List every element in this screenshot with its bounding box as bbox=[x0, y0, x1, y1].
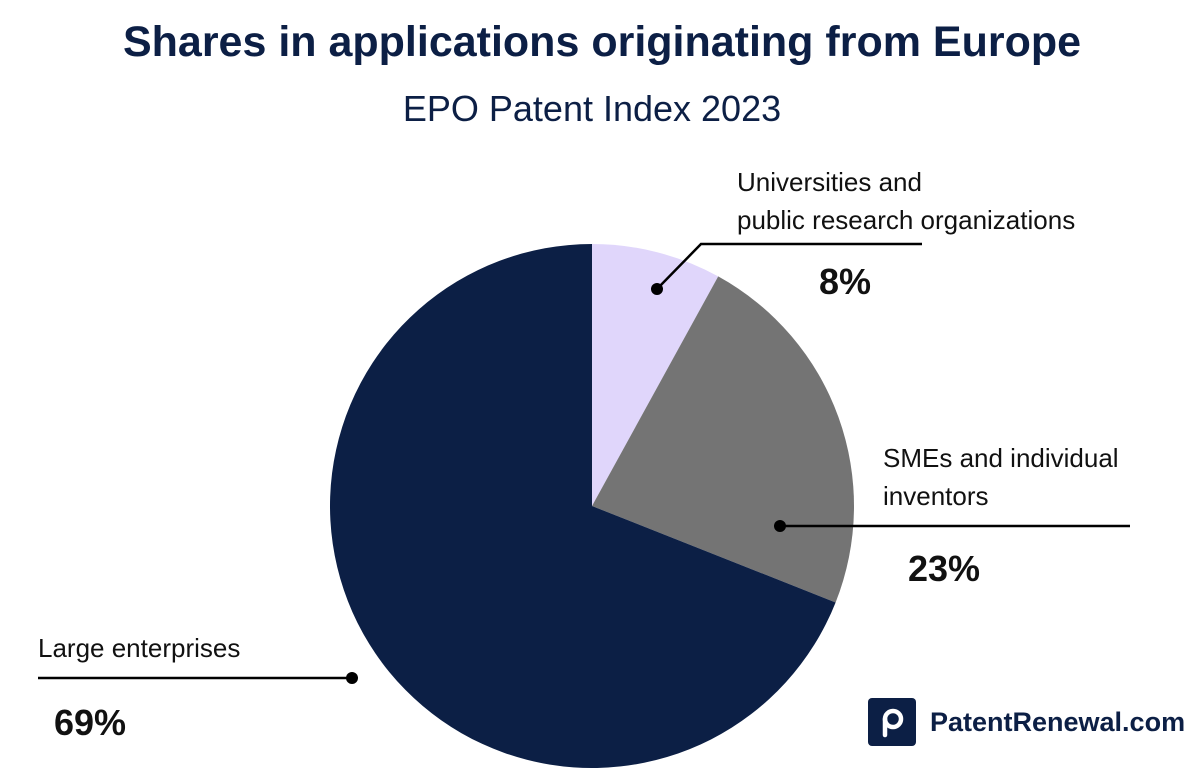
slice-label-universities: Universities and public research organiz… bbox=[737, 163, 1075, 239]
slice-value-large-enterprises: 69% bbox=[54, 702, 127, 743]
brand-text: PatentRenewal.com bbox=[930, 706, 1186, 737]
pie-slice-universities bbox=[592, 244, 719, 506]
slice-label-large-enterprises: Large enterprises bbox=[38, 629, 240, 667]
pie-slice-smes bbox=[592, 276, 855, 603]
pie-slice-large-enterprises bbox=[329, 244, 836, 768]
pie-slices bbox=[329, 244, 855, 768]
slice-label-smes: SMEs and individual inventors bbox=[883, 439, 1119, 515]
slice-label-universities-line2: public research organizations bbox=[737, 205, 1076, 235]
leader-line-smes bbox=[774, 520, 1130, 532]
slice-label-universities-line1: Universities and bbox=[737, 167, 922, 197]
brand-logo: PatentRenewal.com bbox=[868, 698, 1185, 746]
slice-value-smes: 23% bbox=[908, 548, 981, 589]
slice-value-universities: 8% bbox=[819, 261, 872, 302]
leader-line-large-enterprises bbox=[38, 672, 358, 684]
leader-line-universities bbox=[651, 242, 922, 295]
slice-label-large-enterprises-line1: Large enterprises bbox=[38, 633, 241, 663]
slice-label-smes-line2: inventors bbox=[883, 481, 989, 511]
chart-title: Shares in applications originating from … bbox=[122, 18, 1082, 66]
chart-subtitle: EPO Patent Index 2023 bbox=[402, 88, 782, 129]
slice-label-smes-line1: SMEs and individual bbox=[883, 443, 1119, 473]
p-logo-icon bbox=[868, 698, 916, 746]
